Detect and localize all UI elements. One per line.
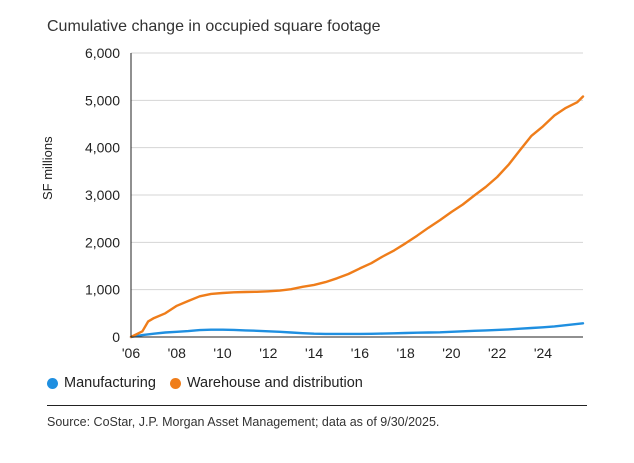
legend-label-warehouse: Warehouse and distribution bbox=[186, 375, 363, 391]
series-line-manufacturing bbox=[129, 322, 585, 339]
y-tick-label: 5,000 bbox=[85, 92, 120, 108]
x-tick-label: '18 bbox=[397, 345, 415, 361]
x-tick-label: '08 bbox=[168, 345, 186, 361]
legend-item-warehouse[interactable]: Warehouse and distribution bbox=[169, 375, 363, 391]
line-chart: 0 1,000 2,000 3,000 4,000 5,000 6,000 '06 '08 '1… bbox=[85, 45, 585, 361]
grid-lines bbox=[131, 52, 583, 291]
x-tick-label: '06 bbox=[122, 345, 140, 361]
x-tick-label: '16 bbox=[351, 345, 369, 361]
x-tick-label: '10 bbox=[213, 345, 231, 361]
legend-marker-manufacturing bbox=[47, 377, 58, 389]
y-tick-label: 3,000 bbox=[85, 187, 120, 203]
y-tick-label: 0 bbox=[112, 329, 120, 345]
x-tick-label: '14 bbox=[305, 345, 323, 361]
chart-title: Cumulative change in occupied square foo… bbox=[47, 18, 381, 35]
series-line-warehouse bbox=[129, 95, 585, 339]
x-tick-label: '24 bbox=[534, 345, 552, 361]
y-tick-label: 1,000 bbox=[85, 282, 120, 298]
source-note: Source: CoStar, J.P. Morgan Asset Manage… bbox=[47, 415, 440, 429]
y-tick-labels: 0 1,000 2,000 3,000 4,000 5,000 6,000 bbox=[85, 45, 120, 345]
divider bbox=[47, 405, 587, 406]
y-tick-label: 2,000 bbox=[85, 234, 120, 250]
legend-item-manufacturing[interactable]: Manufacturing bbox=[47, 375, 156, 391]
series-lines bbox=[129, 95, 585, 339]
y-tick-label: 4,000 bbox=[85, 140, 120, 156]
x-tick-labels: '06 '08 '10 '12 '14 '16 '18 '20 '22 '24 bbox=[122, 345, 552, 361]
x-tick-label: '20 bbox=[442, 345, 460, 361]
legend: Manufacturing Warehouse and distribution bbox=[47, 375, 377, 391]
x-tick-label: '12 bbox=[259, 345, 277, 361]
legend-label-manufacturing: Manufacturing bbox=[64, 375, 156, 391]
y-tick-label: 6,000 bbox=[85, 45, 120, 61]
x-tick-label: '22 bbox=[488, 345, 506, 361]
legend-marker-warehouse bbox=[169, 377, 181, 389]
